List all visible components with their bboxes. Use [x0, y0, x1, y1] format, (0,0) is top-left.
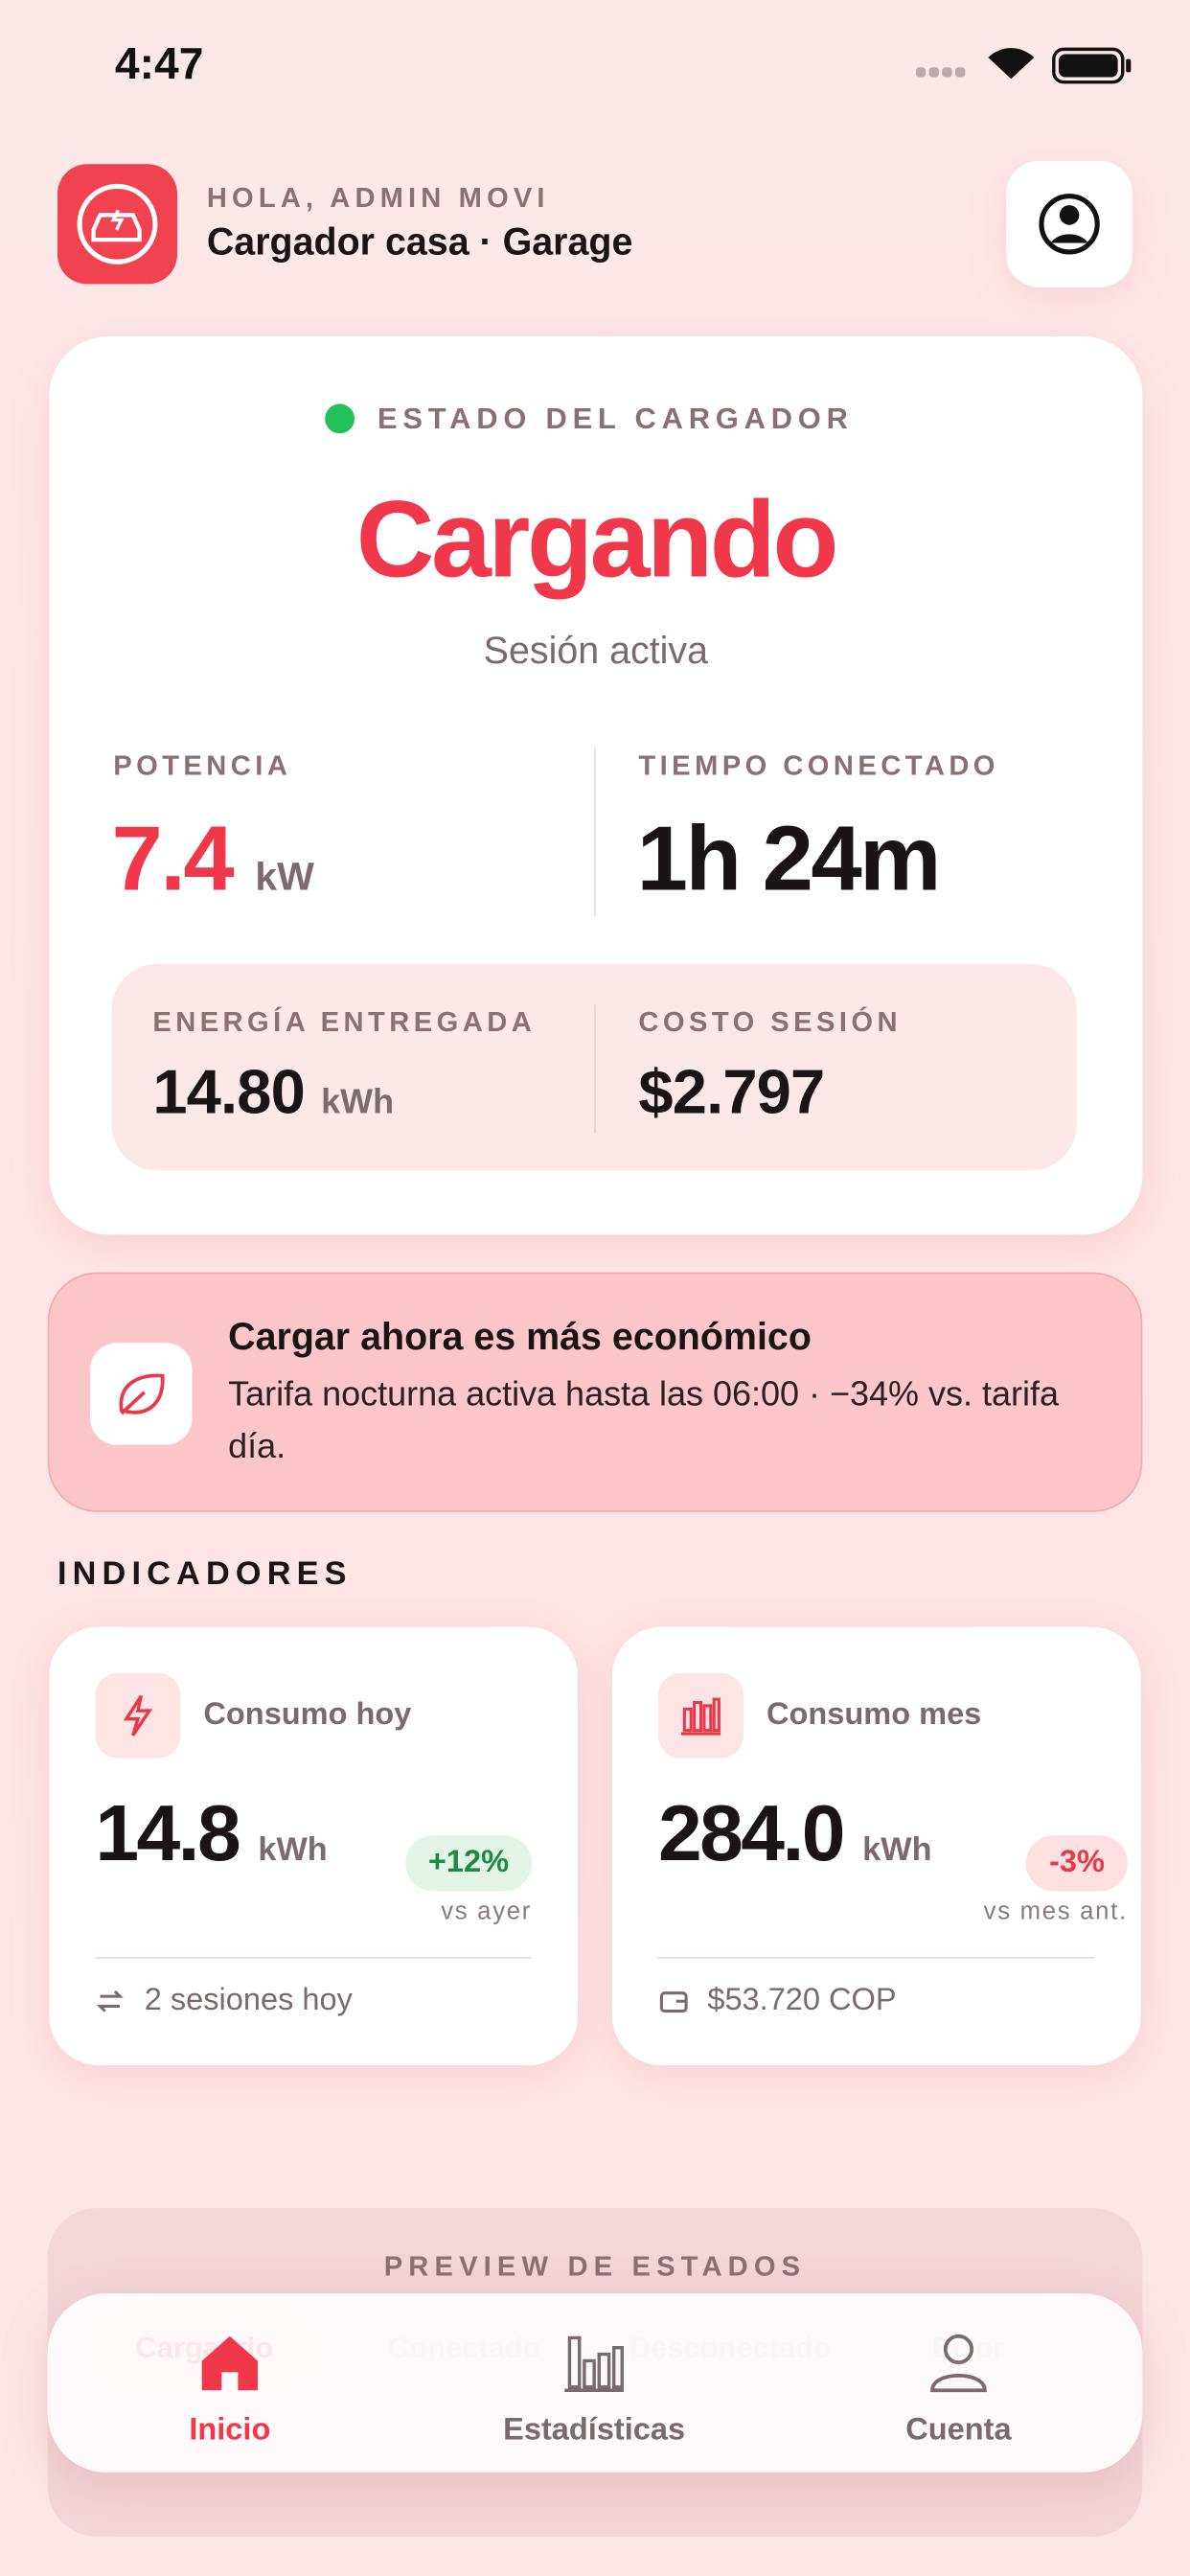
footer-icon: [659, 1991, 688, 2013]
indicator-icon: [95, 1672, 181, 1759]
detail-unit: kWh: [321, 1083, 395, 1122]
home-icon: [201, 2335, 258, 2391]
indicator-icon: [657, 1672, 744, 1759]
detail-label: COSTO SESIÓN: [638, 1006, 903, 1038]
indicator-value: 284.0: [657, 1790, 845, 1878]
banner-title: Cargar ahora es más económico: [228, 1315, 812, 1358]
status-label: ESTADO DEL CARGADOR: [378, 402, 854, 435]
indicator-value: 14.8 kWh: [95, 1789, 327, 1879]
tab[interactable]: Cuenta: [905, 2413, 1012, 2449]
indicator-footer: 2 sesiones hoy: [144, 1983, 353, 2018]
indicator-unit: kWh: [258, 1831, 328, 1869]
header-title: Cargador casa · Garage: [206, 219, 633, 264]
status-subtitle: Sesión activa: [483, 629, 709, 672]
change-pill: -3%: [1026, 1835, 1128, 1892]
detail-value: $2.797: [638, 1058, 825, 1128]
account-icon: [930, 2334, 987, 2393]
metric-label: POTENCIA: [113, 749, 292, 782]
detail-value: 14.80 kWh: [152, 1059, 394, 1130]
status-state: Cargando: [355, 477, 839, 600]
metric-label: TIEMPO CONECTADO: [638, 749, 999, 782]
greeting: HOLA, ADMIN MOVI: [206, 182, 550, 214]
indicator-unit: kWh: [862, 1831, 932, 1869]
status-icons: [915, 47, 1132, 84]
indicator-title: Consumo hoy: [203, 1697, 412, 1733]
tab[interactable]: Estadísticas: [503, 2413, 686, 2449]
change-note: vs mes ant.: [983, 1898, 1128, 1926]
change-pill: +12%: [404, 1835, 533, 1892]
metric-unit: kW: [255, 855, 314, 900]
time: 4:47: [114, 39, 204, 89]
tab[interactable]: Inicio: [189, 2413, 271, 2449]
divider: [657, 1957, 1095, 1959]
indicator-value: 284.0 kWh: [658, 1789, 932, 1879]
preview-heading: PREVIEW DE ESTADOS: [383, 2250, 807, 2283]
details-box: [111, 963, 1077, 1171]
banner-text: Tarifa nocturna activa hasta las 06:00 ·…: [228, 1375, 1060, 1466]
metric-value: 7.4: [111, 806, 234, 910]
footer-icon: [96, 1990, 124, 2012]
divider: [95, 1957, 533, 1959]
profile-button[interactable]: [1006, 160, 1133, 288]
detail-label: ENERGÍA ENTREGADA: [152, 1006, 537, 1038]
stats-icon: [564, 2335, 624, 2392]
indicator-title: Consumo mes: [767, 1697, 982, 1733]
app-icon: [57, 164, 178, 285]
status-dot: [325, 403, 355, 434]
detail-value: 14.80: [152, 1058, 305, 1128]
indicator-value: 14.8: [95, 1790, 240, 1878]
divider: [594, 1004, 596, 1134]
divider: [594, 747, 596, 916]
leaf-icon: [90, 1343, 193, 1445]
change-note: vs ayer: [441, 1898, 533, 1926]
banner: [47, 1272, 1143, 1512]
metric-value: 7.4 kW: [111, 804, 313, 910]
metric-value: 1h 24m: [636, 806, 942, 910]
section-heading: INDICADORES: [57, 1556, 353, 1593]
indicator-footer: $53.720 COP: [707, 1983, 897, 2018]
